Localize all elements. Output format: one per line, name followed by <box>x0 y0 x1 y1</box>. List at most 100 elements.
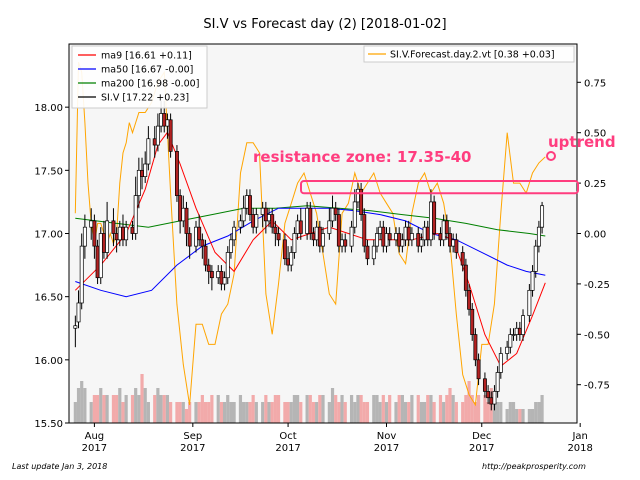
right-tick-label: 0.25 <box>584 179 606 190</box>
candle-body <box>317 226 322 247</box>
candle-body <box>536 226 541 247</box>
volume-bar <box>365 402 370 423</box>
candle-body <box>276 233 281 241</box>
candle-body <box>397 233 402 247</box>
candle-body <box>343 239 348 247</box>
candle-body <box>79 245 84 304</box>
volume-bar <box>403 402 408 423</box>
volume-bar <box>251 395 255 423</box>
legend-label: SI.V [17.22 +0.23] <box>101 93 189 104</box>
candle-body <box>444 220 449 234</box>
volume-bar <box>137 395 141 423</box>
x-tick-label: 2017 <box>275 443 300 454</box>
ma200-line <box>75 205 546 237</box>
candle-body <box>384 233 389 247</box>
candle-body <box>349 226 354 247</box>
candle-body <box>514 327 519 335</box>
x-tick-label: Jan <box>571 431 587 442</box>
x-tick-label: Aug <box>85 431 105 442</box>
volume-bar <box>476 395 481 423</box>
volume-bar <box>315 402 319 423</box>
candle-body <box>473 334 478 361</box>
candle-body <box>165 119 170 127</box>
volume-bar <box>95 395 100 423</box>
candle-body <box>429 201 433 241</box>
volume-bar <box>83 388 87 423</box>
x-tick-label: 2017 <box>374 443 399 454</box>
left-tick-label: 18.00 <box>34 103 63 114</box>
volume-bar <box>115 395 119 423</box>
candle-body <box>162 113 167 127</box>
left-tick-label: 17.50 <box>34 166 63 177</box>
volume-bar <box>334 395 338 423</box>
x-tick-label: 2018 <box>567 443 592 454</box>
volume-bar <box>245 402 249 423</box>
volume-bar <box>362 402 366 423</box>
volume-bar <box>254 402 258 423</box>
resistance-zone-box <box>300 179 579 195</box>
candle-body <box>498 353 503 373</box>
candle-body <box>216 271 221 279</box>
volume-bar <box>442 402 446 423</box>
right-tick-label: -0.25 <box>584 280 610 291</box>
candle-body <box>295 220 300 234</box>
candle-body <box>292 233 297 253</box>
candle-body <box>111 220 116 234</box>
volume-bar <box>515 409 519 423</box>
candle-body <box>95 245 100 279</box>
volume-bar <box>89 402 93 423</box>
volume-bar <box>283 402 287 423</box>
legend-left-box <box>71 45 208 109</box>
candle-body <box>273 226 278 234</box>
volume-bar <box>470 395 474 423</box>
volume-bar <box>207 402 211 423</box>
volume-bar <box>511 402 516 423</box>
candle-body <box>133 195 138 234</box>
candle-body <box>298 220 303 234</box>
volume-bar <box>232 402 236 423</box>
candle-body <box>492 391 497 405</box>
x-tick-label: 2017 <box>180 443 205 454</box>
candle-body <box>209 271 214 279</box>
candle-body <box>178 195 183 222</box>
volume-bar <box>188 402 192 423</box>
volume-bar <box>388 395 392 423</box>
volume-bar <box>197 402 201 423</box>
left-tick-label: 16.50 <box>34 293 63 304</box>
volume-bar <box>124 395 128 423</box>
volume-bar <box>143 388 147 423</box>
volume-bar <box>534 402 538 423</box>
candle-body <box>482 378 487 392</box>
candle-body <box>378 226 383 234</box>
legend-label: ma200 [16.98 -0.00] <box>101 79 199 90</box>
candle-body <box>267 214 271 222</box>
candle-body <box>73 325 78 329</box>
candle-body <box>463 264 468 291</box>
candle-body <box>222 277 227 285</box>
candle-body <box>121 226 125 241</box>
candle-body <box>260 207 265 215</box>
volume-bar <box>423 402 427 423</box>
volume-bar <box>467 381 471 423</box>
candle-body <box>321 233 325 247</box>
volume-bar <box>483 395 487 423</box>
forecast-line <box>74 61 546 407</box>
legend-left: ma9 [16.61 +0.11] ma50 [16.67 -0.00] ma200… <box>71 45 208 109</box>
volume-bar <box>464 395 468 423</box>
candle-body <box>416 233 421 247</box>
candle-body <box>232 226 237 241</box>
volume-bar <box>270 402 274 423</box>
candle-body <box>203 245 208 266</box>
candle-body <box>451 239 456 247</box>
candle-body <box>219 271 224 285</box>
candle-body <box>419 239 424 247</box>
volume-bar <box>165 395 170 423</box>
volume-bar <box>130 395 135 423</box>
volume-bar <box>438 395 443 423</box>
volume-bar <box>499 402 503 423</box>
candle-body <box>486 391 491 399</box>
volume-bar <box>461 402 465 423</box>
candle-body <box>82 226 87 247</box>
volume-bar <box>340 395 344 423</box>
volume-bar <box>451 395 455 423</box>
